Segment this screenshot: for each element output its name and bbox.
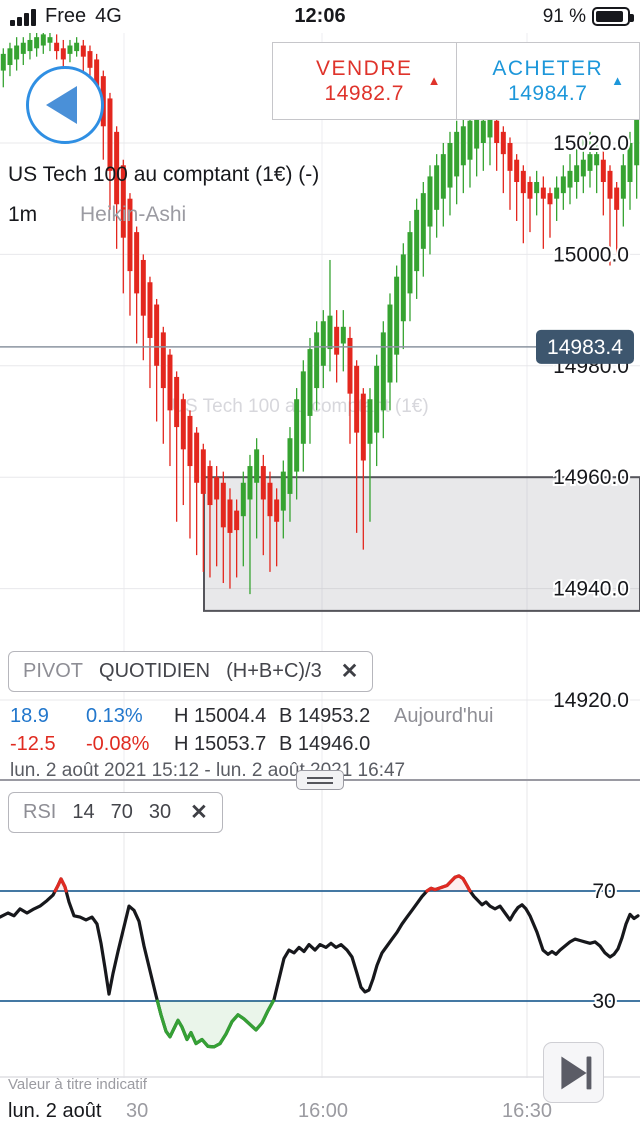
pivot-formula: (H+B+C)/3 bbox=[226, 660, 322, 682]
pivot-indicator-chip[interactable]: PIVOT QUOTIDIEN (H+B+C)/3 ✕ bbox=[8, 651, 374, 692]
change-value: 18.9 bbox=[10, 704, 49, 727]
buy-label: ACHETER bbox=[492, 56, 604, 80]
buy-tick-up-icon: ▲ bbox=[611, 73, 624, 88]
time-axis-tick: 16:00 bbox=[298, 1100, 349, 1122]
pivot-name: PIVOT bbox=[23, 660, 84, 682]
timeframe-label[interactable]: 1m bbox=[8, 203, 38, 226]
pivot-close-icon[interactable]: ✕ bbox=[340, 660, 359, 683]
session-stats: 18.9 0.13% H 15004.4 B 14953.2 Aujourd'h… bbox=[10, 702, 493, 782]
rsi-lower-level: 30 bbox=[148, 801, 172, 823]
time-axis-tick: 16:30 bbox=[502, 1100, 553, 1122]
instrument-title: US Tech 100 au comptant (1€) (-) bbox=[8, 163, 320, 186]
signal-bars-icon bbox=[10, 8, 36, 26]
svg-text:14940.0: 14940.0 bbox=[553, 578, 629, 601]
rsi-name: RSI bbox=[23, 801, 57, 823]
buy-button[interactable]: ACHETER 14984.7 ▲ bbox=[455, 43, 639, 119]
svg-text:14983.4: 14983.4 bbox=[547, 336, 623, 359]
sell-price: 14982.7 bbox=[324, 81, 404, 105]
change-value-2: -12.5 bbox=[10, 732, 56, 755]
time-axis-date: lun. 2 août bbox=[8, 1100, 102, 1122]
session-high-2: H 15053.7 bbox=[174, 732, 267, 755]
session-low-2: B 14946.0 bbox=[279, 732, 371, 755]
back-arrow-icon bbox=[45, 86, 77, 124]
change-percent: 0.13% bbox=[86, 704, 143, 727]
sell-button[interactable]: VENDRE 14982.7 ▲ bbox=[273, 43, 456, 119]
session-period-label: Aujourd'hui bbox=[394, 704, 494, 727]
session-low: B 14953.2 bbox=[279, 704, 371, 727]
network-type-label: 4G bbox=[95, 5, 122, 27]
chart-type-label[interactable]: Heikin-Ashi bbox=[80, 203, 187, 226]
price-chart[interactable]: US Tech 100 au comptant (1€)15020.015000… bbox=[0, 33, 640, 780]
battery-percent: 91 % bbox=[542, 5, 586, 27]
rsi-indicator-chip[interactable]: RSI 14 70 30 ✕ bbox=[8, 792, 223, 833]
rsi-period: 14 bbox=[72, 801, 95, 823]
sell-label: VENDRE bbox=[315, 56, 413, 80]
trade-panel: VENDRE 14982.7 ▲ ACHETER 14984.7 ▲ bbox=[272, 42, 640, 120]
time-axis-tick: 30 bbox=[126, 1100, 149, 1122]
status-bar: Free 4G 12:06 91 % bbox=[0, 0, 640, 33]
svg-text:30: 30 bbox=[592, 990, 615, 1013]
rsi-chart[interactable]: 70 30 bbox=[0, 780, 640, 1078]
battery-icon bbox=[592, 7, 634, 26]
skip-to-latest-icon bbox=[561, 1056, 592, 1090]
carrier-label: Free bbox=[45, 5, 87, 27]
disclaimer-text: Valeur à titre indicatif bbox=[8, 1076, 147, 1093]
buy-price: 14984.7 bbox=[508, 81, 588, 105]
svg-text:70: 70 bbox=[592, 880, 615, 903]
rsi-close-icon[interactable]: ✕ bbox=[190, 801, 208, 824]
skip-to-latest-button[interactable] bbox=[543, 1042, 604, 1103]
change-percent-2: -0.08% bbox=[86, 732, 150, 755]
svg-text:15000.0: 15000.0 bbox=[553, 243, 629, 266]
sell-tick-up-icon: ▲ bbox=[427, 73, 441, 88]
session-high: H 15004.4 bbox=[174, 704, 267, 727]
back-button[interactable] bbox=[26, 66, 104, 144]
svg-text:14920.0: 14920.0 bbox=[553, 689, 629, 712]
rsi-upper-level: 70 bbox=[110, 801, 133, 823]
svg-text:15020.0: 15020.0 bbox=[553, 132, 629, 155]
svg-text:14960.0: 14960.0 bbox=[553, 466, 629, 489]
clock: 12:06 bbox=[294, 5, 346, 27]
pane-resize-handle[interactable] bbox=[296, 770, 344, 790]
pivot-period: QUOTIDIEN bbox=[99, 660, 211, 682]
